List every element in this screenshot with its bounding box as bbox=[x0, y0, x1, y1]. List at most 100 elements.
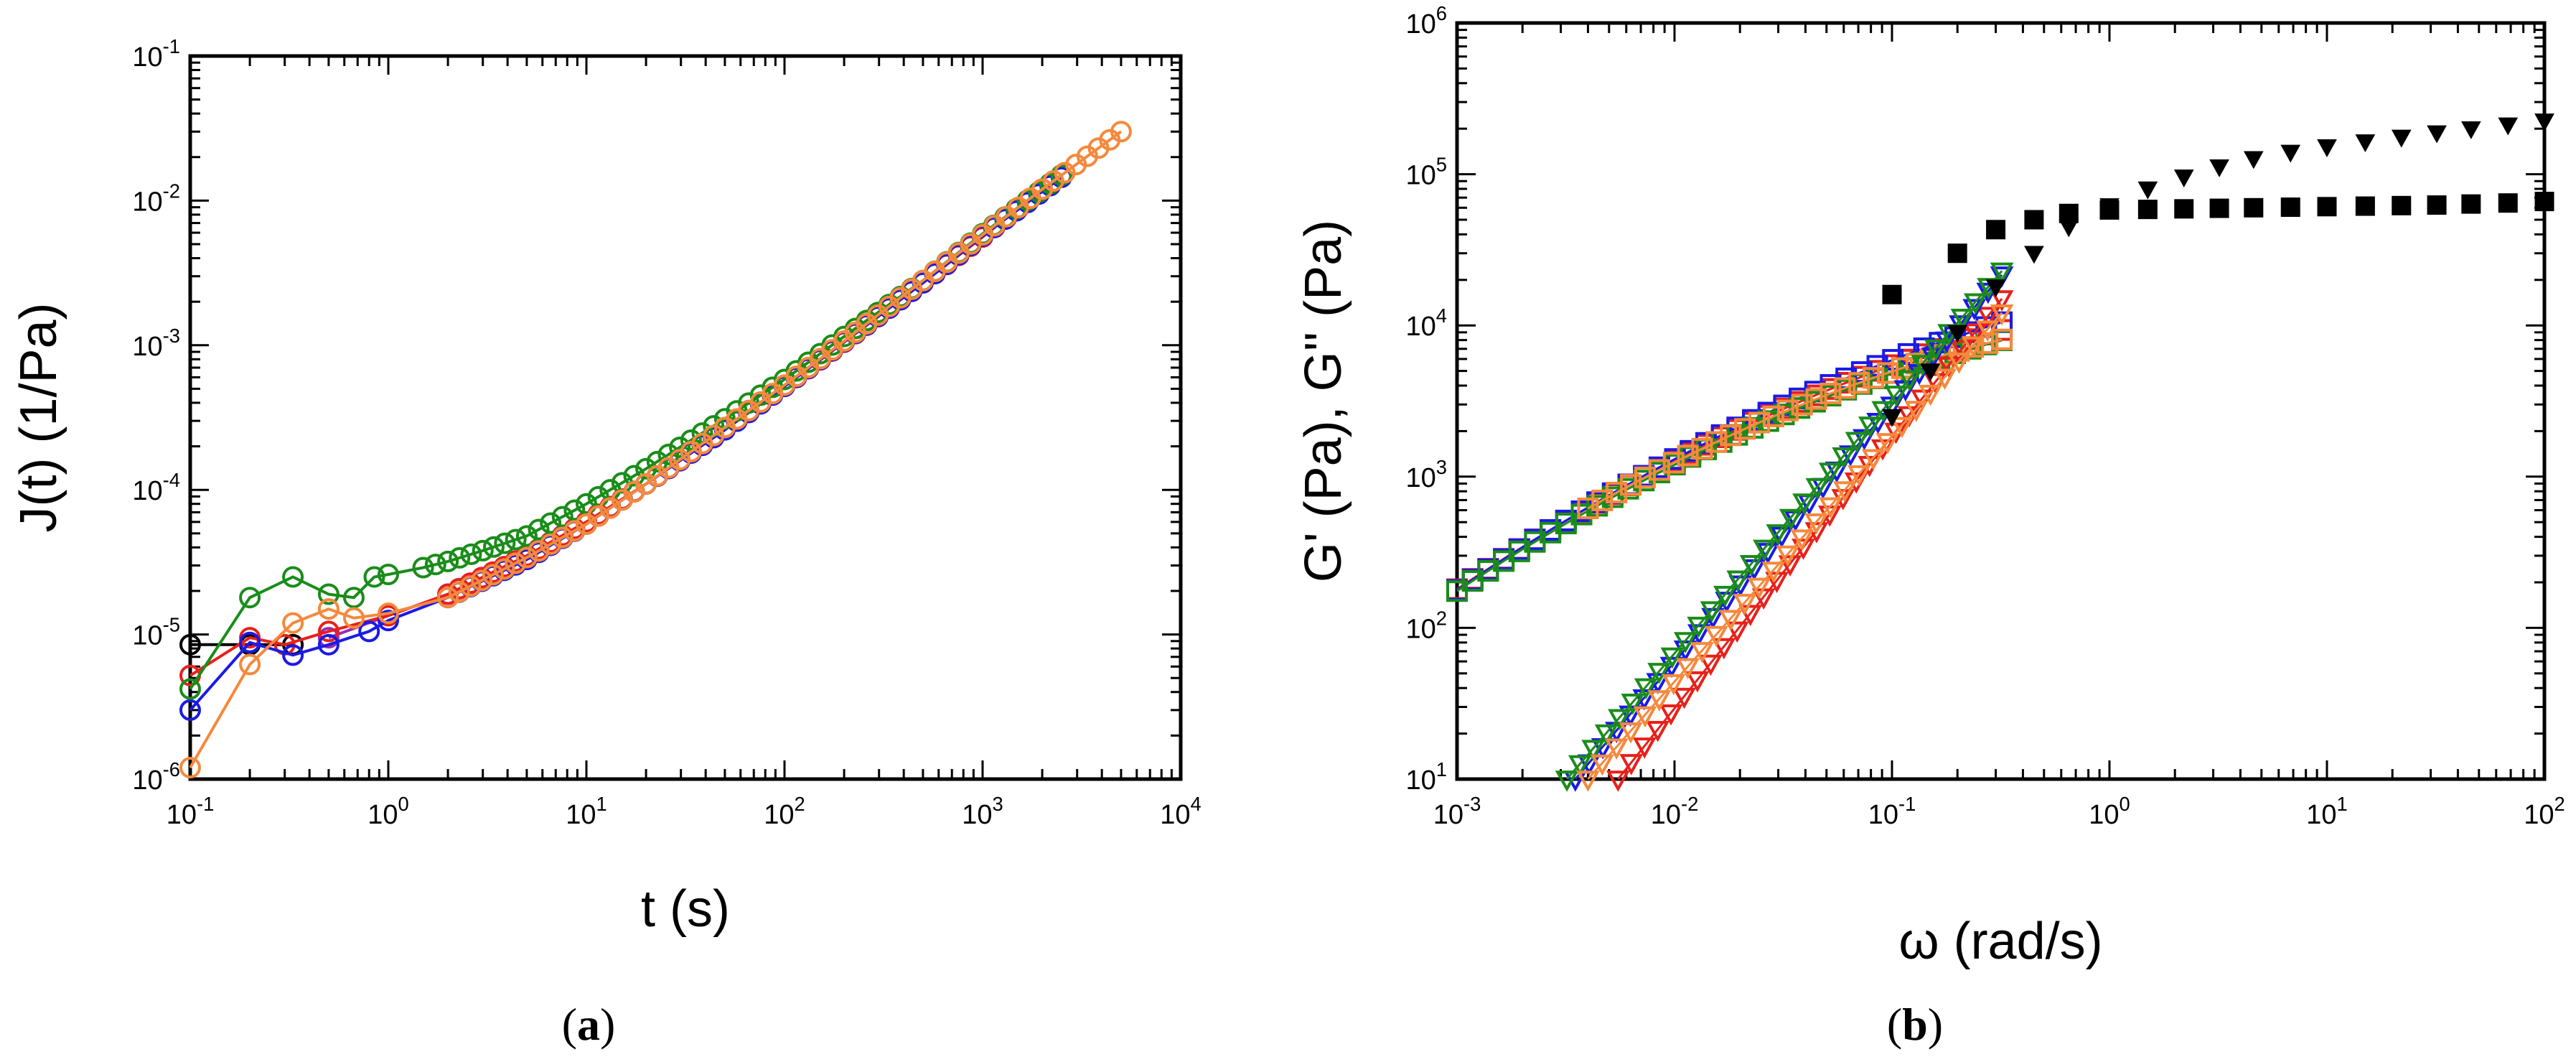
data-point bbox=[1648, 459, 1670, 481]
data-point bbox=[1876, 362, 1898, 384]
data-point bbox=[2427, 125, 2447, 144]
data-point bbox=[1776, 545, 1800, 567]
data-point bbox=[2137, 200, 2158, 220]
series-G'' black bbox=[1882, 192, 2554, 304]
y-tick-label-b: 102 bbox=[1406, 607, 1448, 644]
plot-frame-a bbox=[188, 54, 1183, 781]
tick-base: 10 bbox=[1406, 312, 1436, 342]
data-point bbox=[1792, 493, 1817, 515]
data-point bbox=[505, 528, 527, 551]
tick-base: 10 bbox=[167, 800, 197, 830]
data-point bbox=[1761, 562, 1786, 583]
tick-base: 10 bbox=[132, 476, 162, 506]
data-point bbox=[1947, 243, 1967, 264]
panel-label-a-letter: a bbox=[577, 999, 600, 1050]
data-point bbox=[1620, 474, 1642, 496]
y-tick-label-b: 101 bbox=[1406, 758, 1448, 796]
tick-base: 10 bbox=[1433, 800, 1463, 830]
data-point bbox=[1677, 444, 1699, 467]
tick-exponent: -6 bbox=[163, 758, 180, 781]
data-point bbox=[1704, 625, 1728, 648]
y-tick-label-a: 10-1 bbox=[132, 35, 180, 73]
data-point bbox=[528, 540, 550, 562]
plot-frame-b bbox=[1455, 21, 2547, 781]
data-point bbox=[1819, 497, 1842, 519]
tick-base: 10 bbox=[367, 800, 398, 830]
data-point bbox=[2173, 169, 2194, 188]
data-point bbox=[179, 633, 201, 656]
panel-label-b-open: ( bbox=[1887, 999, 1902, 1050]
data-point bbox=[282, 644, 304, 666]
data-point bbox=[1632, 737, 1657, 759]
data-point bbox=[482, 564, 504, 586]
data-point bbox=[1986, 220, 2006, 240]
panel-label-a: (a) bbox=[562, 999, 616, 1050]
data-point bbox=[1790, 529, 1814, 551]
data-point bbox=[1832, 481, 1857, 503]
data-point bbox=[1712, 638, 1736, 660]
x-tick-label-a: 10-1 bbox=[167, 793, 215, 830]
tick-exponent: 0 bbox=[2120, 793, 2130, 815]
data-point bbox=[1662, 452, 1685, 474]
y-tick-label-a: 10-4 bbox=[132, 469, 180, 506]
data-point bbox=[1791, 393, 1813, 416]
data-point bbox=[358, 620, 380, 643]
y-tick-label-a: 10-2 bbox=[132, 180, 180, 217]
data-point bbox=[515, 525, 538, 547]
tick-exponent: 1 bbox=[1436, 758, 1447, 781]
data-point bbox=[378, 564, 399, 586]
panel-label-b-close: ) bbox=[1928, 999, 1943, 1050]
data-point bbox=[282, 566, 304, 588]
data-point bbox=[1863, 367, 1885, 389]
tick-base: 10 bbox=[2306, 800, 2336, 830]
data-point bbox=[1990, 304, 2014, 326]
tick-base: 10 bbox=[132, 42, 162, 73]
data-point bbox=[378, 602, 399, 625]
series-orange bbox=[179, 121, 1132, 779]
data-point bbox=[1963, 293, 1987, 315]
data-point bbox=[1819, 382, 1842, 404]
tick-exponent: -2 bbox=[1681, 793, 1698, 815]
data-point bbox=[1990, 262, 2014, 284]
data-point bbox=[1720, 424, 1742, 447]
data-point bbox=[317, 598, 339, 620]
data-point bbox=[2498, 193, 2518, 213]
series-red bbox=[179, 178, 1054, 686]
tick-exponent: 0 bbox=[398, 793, 409, 815]
data-point bbox=[540, 533, 562, 555]
data-point bbox=[1608, 709, 1631, 730]
tick-base: 10 bbox=[132, 187, 162, 217]
data-point bbox=[1619, 722, 1643, 744]
x-tick-label-b: 10-3 bbox=[1433, 793, 1481, 830]
tick-exponent: 2 bbox=[1436, 607, 1447, 629]
tick-base: 10 bbox=[1406, 614, 1436, 644]
data-point bbox=[494, 532, 516, 554]
data-point bbox=[1647, 690, 1672, 712]
x-axis-label-b: ω (rad/s) bbox=[1898, 913, 2102, 970]
data-point bbox=[1890, 416, 1914, 439]
data-point bbox=[1738, 605, 1763, 627]
tick-exponent: 3 bbox=[993, 793, 1003, 815]
tick-exponent: -1 bbox=[163, 35, 180, 57]
tick-base: 10 bbox=[1868, 800, 1898, 830]
data-point bbox=[1947, 325, 1968, 343]
data-point bbox=[2355, 196, 2375, 216]
tick-exponent: 1 bbox=[2337, 793, 2348, 815]
data-point bbox=[1726, 570, 1751, 592]
data-point bbox=[528, 518, 550, 541]
data-point bbox=[2534, 113, 2554, 132]
data-point bbox=[1845, 432, 1869, 454]
data-point bbox=[1882, 409, 1902, 427]
data-point bbox=[1676, 658, 1700, 680]
data-point bbox=[1621, 694, 1645, 715]
y-axis-label-a: J(t) (1/Pa) bbox=[10, 302, 67, 532]
x-tick-label-b: 10-2 bbox=[1651, 793, 1699, 830]
data-point bbox=[515, 546, 538, 569]
data-point bbox=[1847, 465, 1871, 487]
data-point bbox=[1647, 663, 1672, 684]
data-point bbox=[2024, 210, 2044, 230]
data-point bbox=[179, 678, 201, 700]
y-tick-label-a: 10-3 bbox=[132, 325, 180, 362]
tick-exponent: -3 bbox=[163, 325, 180, 347]
data-point bbox=[1762, 405, 1784, 427]
